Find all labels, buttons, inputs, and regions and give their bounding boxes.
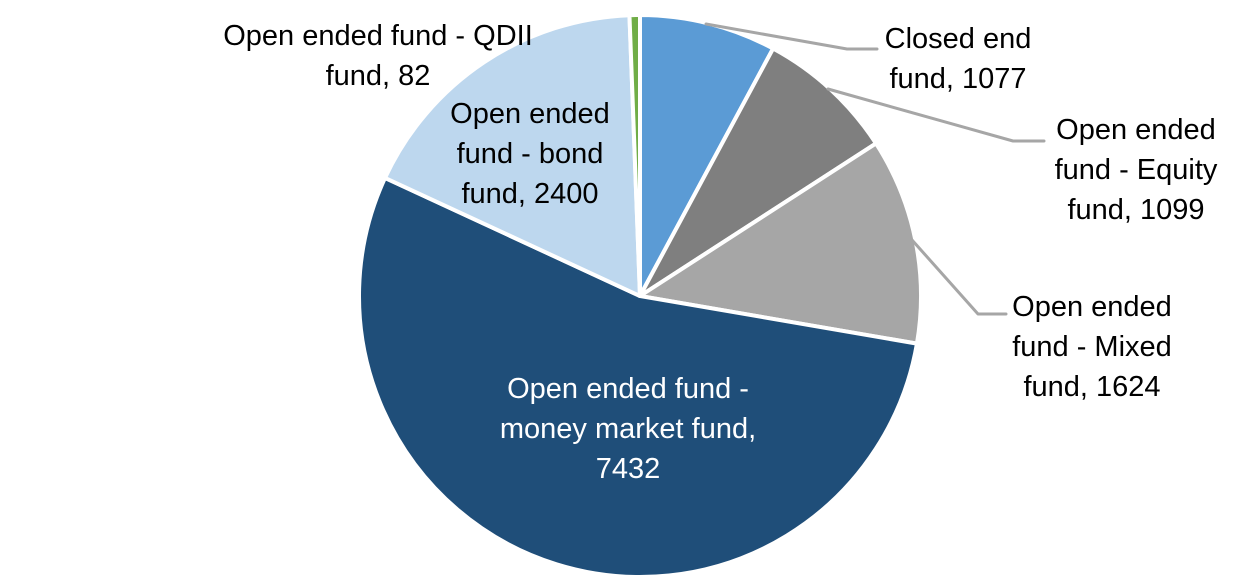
slice-label-line: Closed end xyxy=(884,23,1032,55)
slice-label-line: 7432 xyxy=(595,453,661,485)
slice-label-line: fund, 1099 xyxy=(1067,194,1205,226)
slice-label-line: fund, 82 xyxy=(325,60,431,92)
slice-label-line: fund - Equity xyxy=(1054,154,1218,186)
pie-slice-open-ended-qdii-fund xyxy=(627,13,642,298)
pie-slice-open-ended-bond-fund xyxy=(383,13,642,298)
slice-label-closed-end-fund: Closed end fund, 1077 xyxy=(885,19,1032,99)
slice-label-line: money market fund, xyxy=(499,413,757,445)
slice-label-open-ended-money-market-fund: Open ended fund - money market fund, 7432 xyxy=(500,369,756,489)
slice-label-open-ended-mixed-fund: Open ended fund - Mixed fund, 1624 xyxy=(1012,287,1172,407)
slice-label-line: Open ended xyxy=(1056,114,1216,146)
slice-label-open-ended-bond-fund: Open ended fund - bond fund, 2400 xyxy=(450,94,610,214)
slice-label-line: Open ended fund - xyxy=(507,373,749,405)
slice-label-line: fund - Mixed xyxy=(1012,331,1172,363)
leader-line-closed-end-fund xyxy=(704,22,879,51)
leader-line-open-ended-mixed-fund xyxy=(910,238,1008,316)
slice-label-line: Open ended xyxy=(450,98,610,130)
slice-label-open-ended-equity-fund: Open ended fund - Equity fund, 1099 xyxy=(1055,110,1218,230)
pie-slice-open-ended-money-market-fund xyxy=(357,175,919,579)
slice-label-open-ended-qdii-fund: Open ended fund - QDII fund, 82 xyxy=(223,16,533,96)
slice-label-line: fund, 2400 xyxy=(461,178,599,210)
slice-label-line: fund, 1624 xyxy=(1023,371,1161,403)
slice-label-line: fund, 1077 xyxy=(889,63,1027,95)
pie-slice-open-ended-mixed-fund xyxy=(638,141,923,346)
leader-line-open-ended-equity-fund xyxy=(826,87,1046,143)
slice-label-line: Open ended xyxy=(1012,291,1172,323)
slice-label-line: Open ended fund - QDII xyxy=(223,20,533,52)
slice-label-line: fund - bond xyxy=(456,138,604,170)
